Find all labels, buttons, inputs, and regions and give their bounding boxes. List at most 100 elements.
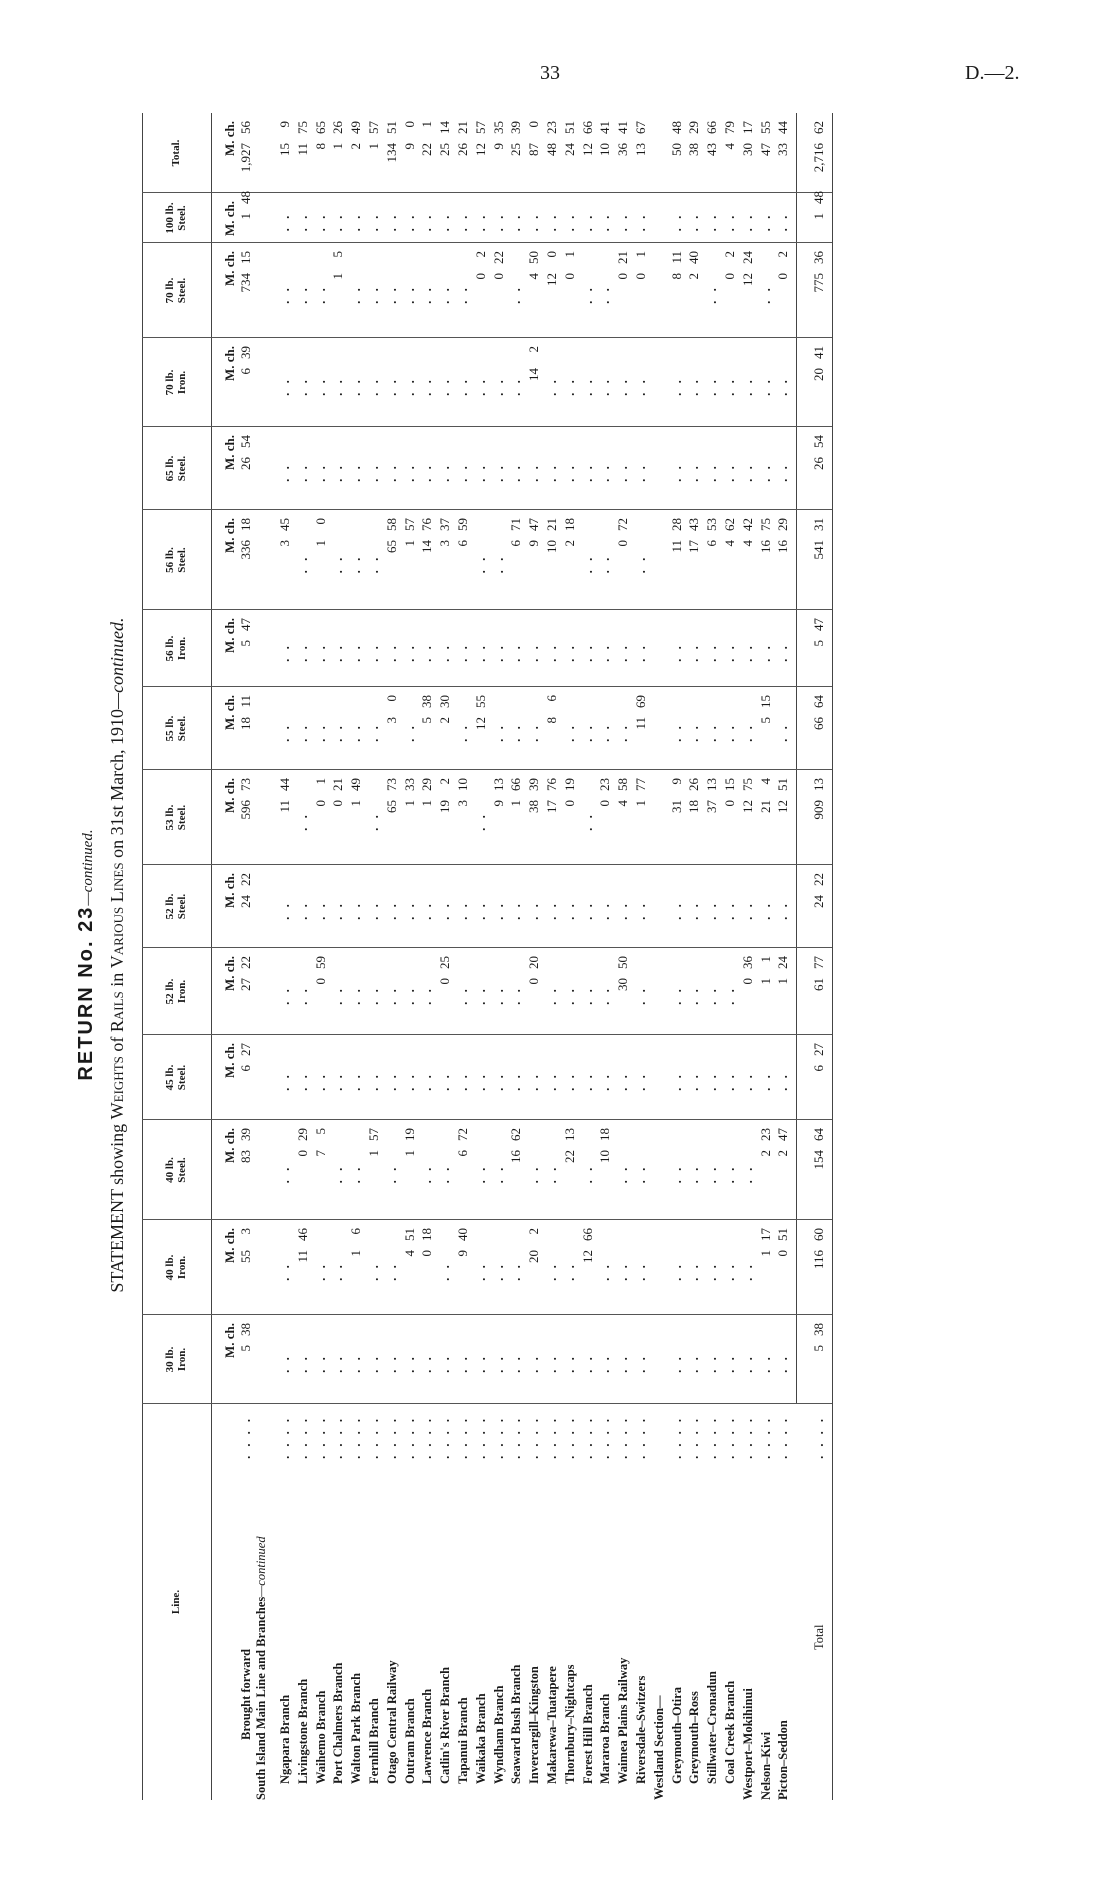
table-row: Walton Park Branch. . . .. . 16. .. .. ..… <box>347 113 365 1800</box>
value-cell: . . <box>579 723 595 742</box>
value-cell: . . <box>401 377 417 396</box>
chains-value: 73 <box>383 778 399 791</box>
value-cell: . . <box>455 1354 470 1373</box>
value-cell: . . <box>383 1072 399 1091</box>
value-cell: . . <box>526 1072 542 1091</box>
value-cell: . . <box>383 463 399 482</box>
table-row: Waihemo Branch. . . .. .. . 75. . 059. . 01… <box>312 113 330 1800</box>
row-label-text: Riversdale–Switzers <box>632 1672 650 1800</box>
row-label: Westport–Mokihinui . . . . <box>739 1410 757 1800</box>
value-cell: 0 21 <box>329 778 347 865</box>
value-cell: 11 28 <box>668 518 686 610</box>
miles-value: 7 <box>312 1150 328 1157</box>
value-cell: 31 9 <box>668 778 686 865</box>
value-cell: . . <box>330 1262 346 1281</box>
chains-value: 2 <box>526 346 542 353</box>
row-label-name: Fernhill Branch <box>367 1698 381 1784</box>
value-cell: 4 42 <box>739 518 757 610</box>
chains-value: 42 <box>739 518 755 531</box>
value-cell: 65 73 <box>383 778 401 865</box>
value-cell: . . <box>668 1262 684 1281</box>
miles-value: 13 <box>633 143 648 156</box>
miles-value: 25 <box>437 143 453 156</box>
value-cell: . . <box>739 901 755 920</box>
miles-value: 16 <box>775 540 791 553</box>
table-row: Waimea Plains Railway . . . . . . . . . . . .… <box>614 113 632 1800</box>
value-cell: 12 66 <box>579 121 597 193</box>
chains-value: 51 <box>775 778 791 791</box>
chains-value: 48 <box>668 121 684 134</box>
value-cell: . . <box>472 643 488 662</box>
value-cell: . . <box>526 643 542 662</box>
value-cell: . . <box>437 1262 453 1281</box>
leader-dots: . . . . <box>740 1416 755 1459</box>
miles-value: 11 <box>633 717 648 730</box>
total-value: 66 64 <box>810 695 828 770</box>
value-cell: . . <box>757 285 773 304</box>
chains-value: 0 <box>526 121 542 128</box>
row-label: Waikaka Branch . . . . <box>472 1410 490 1800</box>
row-label: Picton–Seddon . . . . <box>774 1410 792 1800</box>
value-cell: . . <box>722 1164 737 1184</box>
value-cell: 12 0 <box>543 251 561 338</box>
miles-value: 6 <box>811 1065 826 1072</box>
value-cell: . . <box>330 212 346 232</box>
miles-value: 0 <box>633 273 648 280</box>
miles-value: 0 <box>597 800 613 807</box>
value-cell: 87 0 <box>525 121 543 193</box>
value-cell: 0 25 <box>436 956 454 1035</box>
value-cell: . . <box>294 285 310 304</box>
value-cell: . . <box>348 1354 364 1373</box>
value-cell: . . <box>615 1262 631 1281</box>
chains-value: 2 <box>437 778 453 785</box>
table-row: Riversdale–Switzers . . . . . . . . . . . . . … <box>632 113 650 1800</box>
miles-value: 14 <box>419 540 435 553</box>
leader-dots: . . . . <box>776 1416 791 1459</box>
column-header: 40 lb. Steel. <box>164 1157 188 1183</box>
value-cell: . . <box>419 1354 435 1373</box>
column-header: 52 lb. Steel. <box>164 893 188 920</box>
statement-title-part: Rails <box>107 991 127 1033</box>
value-cell: . . <box>455 377 470 396</box>
total-value: 6 27 <box>810 1043 828 1120</box>
row-label-name: Tapanui Branch <box>456 1697 470 1784</box>
value-cell: 8 11 <box>668 251 686 338</box>
chains-value: 71 <box>508 518 524 531</box>
value-cell: . . <box>615 463 631 482</box>
value-cell: 6 71 <box>507 518 525 610</box>
value-cell: . . <box>294 1354 310 1373</box>
value-cell: . . <box>633 377 648 396</box>
value-cell: 43 66 <box>703 121 721 193</box>
table-row: Waikaka Branch . . . . . . . . . . . . . . . ..… <box>472 113 490 1800</box>
row-label-name: Livingstone Branch <box>295 1678 310 1784</box>
value-cell: 1 26 <box>329 121 347 193</box>
value-cell: . . <box>490 643 506 662</box>
row-label: Mararoa Branch . . . . <box>596 1410 614 1800</box>
value-cell: . . <box>348 643 364 662</box>
miles-value: 6 <box>704 540 720 547</box>
chains-value: 64 <box>811 1128 826 1141</box>
statement-title-part: on 31st March, 1910 <box>107 708 127 863</box>
chains-value: 25 <box>437 956 453 969</box>
column-header: 65 lb. Steel. <box>164 455 188 482</box>
chains-value: 79 <box>722 121 737 134</box>
miles-value: 0 <box>561 273 577 280</box>
miles-value: 2 <box>775 1150 791 1157</box>
chains-value: 9 <box>668 778 684 785</box>
value-cell: 3 10 <box>454 778 472 865</box>
miles-value: 6 <box>455 540 470 547</box>
value-cell: 9 47 <box>525 518 543 610</box>
value-cell: . . <box>508 1072 524 1091</box>
chains-value: 20 <box>526 956 542 969</box>
chains-value: 39 <box>508 121 524 134</box>
column-header: Total. <box>170 139 182 167</box>
value-cell: . . <box>490 463 506 482</box>
value-cell: . . <box>579 554 595 574</box>
miles-value: 61 <box>811 978 826 991</box>
statement-title-part: Various Lines <box>107 862 127 969</box>
value-cell: . . <box>455 901 470 920</box>
chains-value: 47 <box>775 1128 791 1141</box>
miles-value: 37 <box>704 800 720 813</box>
value-cell: . . <box>722 212 737 232</box>
table-row: Nelson–Kiwi. . . .. . 117 223. . 11. . 214 51… <box>757 113 775 1800</box>
